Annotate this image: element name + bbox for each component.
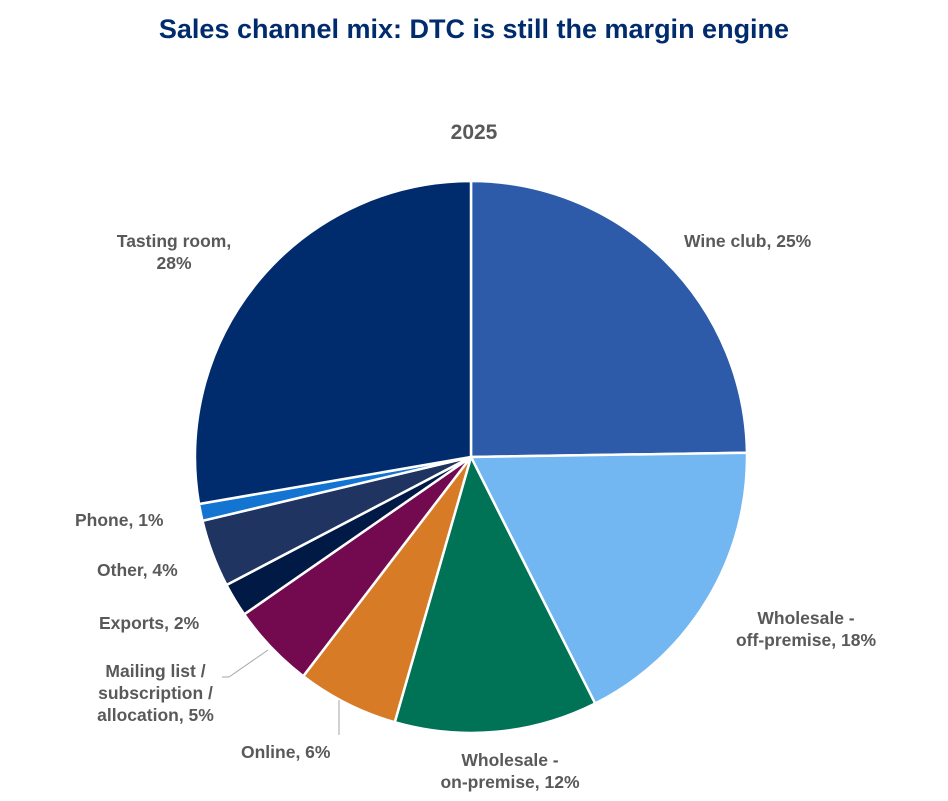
data-label-wholesale-off-premise: Wholesale - off-premise, 18%: [735, 608, 877, 650]
data-label-wine-club: Wine club, 25%: [684, 231, 812, 251]
data-label-exports: Exports, 2%: [99, 613, 200, 633]
data-label-wholesale-on-premise: Wholesale - on-premise, 12%: [440, 750, 580, 792]
pie-slice-wholesale-on-premise: [393, 455, 597, 735]
chart-title: Sales channel mix: DTC is still the marg…: [158, 14, 790, 44]
chart-subtitle: 2025: [450, 121, 498, 144]
data-label-tasting-room: Tasting room, 28%: [116, 231, 232, 273]
leader-line-mailing: [228, 649, 269, 678]
pie-slice-wine-club: [469, 179, 749, 459]
data-label-online: Online, 6%: [241, 742, 331, 762]
pie-slice-wholesale-off-premise: [469, 451, 749, 705]
data-label-other: Other, 4%: [97, 560, 178, 580]
pie-slice-tasting-room: [193, 179, 473, 506]
data-label-mailing-list: Mailing list / subscription / allocation…: [97, 661, 214, 725]
data-label-phone: Phone, 1%: [75, 510, 164, 530]
